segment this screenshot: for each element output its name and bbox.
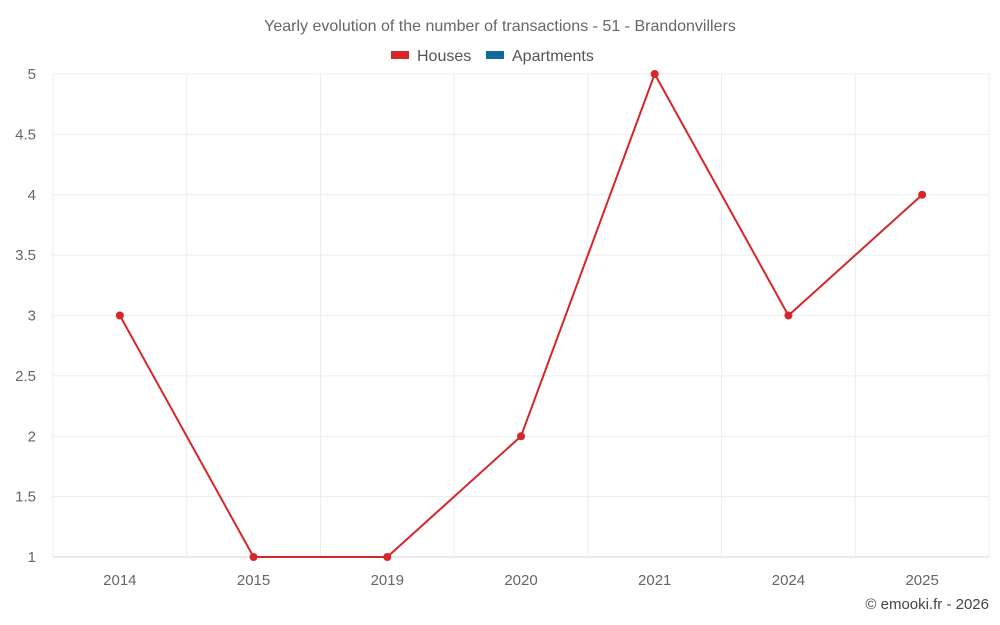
legend-label-apartments: Apartments	[512, 48, 594, 65]
grid	[52, 73, 990, 558]
y-tick-label: 4	[28, 187, 36, 204]
series-houses	[115, 70, 927, 561]
data-point[interactable]	[650, 70, 659, 78]
y-tick-label: 3.5	[15, 247, 36, 264]
data-point[interactable]	[517, 432, 525, 441]
data-point[interactable]	[383, 553, 392, 561]
y-tick-label: 2	[28, 428, 36, 445]
data-point[interactable]	[918, 190, 927, 199]
y-tick-label: 5	[28, 66, 36, 83]
legend-item-houses[interactable]: Houses	[391, 48, 471, 65]
y-tick-label: 4.5	[15, 126, 36, 143]
legend-label-houses: Houses	[417, 48, 471, 65]
legend-item-apartments[interactable]: Apartments	[486, 48, 594, 65]
legend-swatch-apartments	[486, 51, 504, 59]
x-tick-label: 2019	[371, 572, 404, 589]
legend-swatch-houses	[391, 51, 409, 59]
y-axis-ticks: 1 1.5 2 2.5 3 3.5 4 4.5 5	[15, 66, 36, 566]
x-tick-label: 2014	[103, 572, 136, 589]
y-tick-label: 1	[28, 549, 36, 566]
data-point[interactable]	[249, 553, 258, 561]
legend: Houses Apartments	[391, 48, 594, 65]
y-tick-label: 1.5	[15, 489, 36, 506]
data-point[interactable]	[784, 311, 793, 320]
data-point[interactable]	[115, 311, 124, 320]
credit-label: © emooki.fr - 2026	[865, 596, 989, 613]
y-tick-label: 2.5	[15, 368, 36, 385]
y-tick-label: 3	[28, 308, 36, 325]
x-tick-label: 2015	[237, 572, 270, 589]
x-tick-label: 2021	[638, 572, 671, 589]
x-tick-label: 2024	[772, 572, 805, 589]
chart-title: Yearly evolution of the number of transa…	[264, 18, 736, 35]
x-tick-label: 2025	[905, 572, 938, 589]
x-axis-ticks: 2014 2015 2019 2020 2021 2024 2025	[103, 572, 939, 589]
x-tick-label: 2020	[504, 572, 537, 589]
